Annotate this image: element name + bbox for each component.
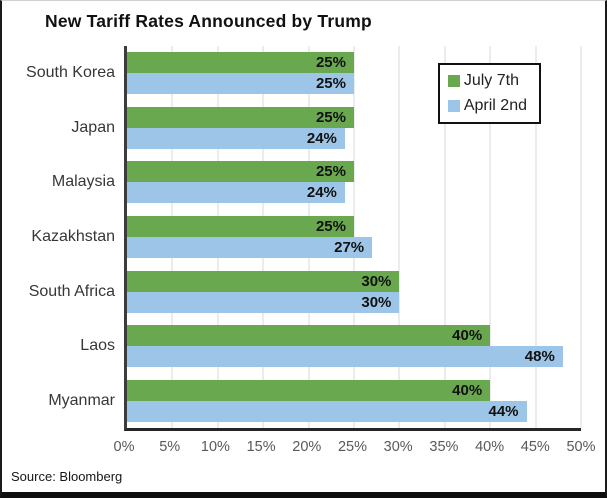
category-label: Myanmar — [48, 391, 115, 409]
bar-july-7th: 25% — [127, 52, 354, 74]
chart-title: New Tariff Rates Announced by Trump — [45, 11, 372, 31]
bar-group: Malaysia 25% 24% — [52, 155, 581, 210]
category-label: South Korea — [26, 64, 115, 82]
value-label: 40% — [452, 381, 483, 399]
legend-label: April 2nd — [463, 97, 527, 114]
legend-swatch-icon — [447, 100, 460, 112]
bar-july-7th: 25% — [127, 216, 354, 238]
x-tick-label: 20% — [292, 439, 322, 455]
value-label: 25% — [315, 54, 346, 72]
legend-item: July 7th — [447, 72, 527, 90]
value-label: 24% — [306, 184, 337, 202]
value-label: 30% — [361, 293, 392, 311]
value-label: 24% — [306, 129, 337, 147]
bar-july-7th: 25% — [127, 161, 354, 183]
value-label: 44% — [488, 402, 519, 420]
bar-july-7th: 40% — [127, 325, 491, 347]
x-tick-label: 5% — [159, 439, 181, 455]
bar-group: Laos 40% 48% — [80, 319, 581, 374]
legend-swatch-icon — [447, 75, 460, 87]
value-label: 25% — [315, 163, 346, 181]
gridline — [489, 46, 491, 428]
x-tick-label: 45% — [520, 439, 550, 455]
value-label: 25% — [315, 218, 346, 236]
value-label: 25% — [315, 108, 346, 126]
bar-groups: South Korea 25% 25% Japan 25% 24% Malaysia 25% 2… — [26, 46, 581, 428]
x-tick-label: 40% — [475, 439, 505, 455]
source-credit: Source: Bloomberg — [11, 469, 123, 484]
value-label: 27% — [334, 239, 365, 257]
legend-item: April 2nd — [447, 97, 527, 115]
category-label: Kazakhstan — [31, 228, 115, 246]
legend: July 7th April 2nd — [437, 63, 541, 124]
bar-group: South Africa 30% 30% — [29, 264, 581, 319]
bar-group: Myanmar 40% 44% — [48, 373, 581, 428]
x-tick-label: 10% — [200, 439, 230, 455]
bar-april-2nd: 44% — [127, 400, 527, 422]
category-label: Malaysia — [51, 173, 115, 191]
value-label: 30% — [361, 272, 392, 290]
bar-april-2nd: 24% — [127, 182, 345, 204]
gridline — [444, 46, 446, 428]
gridline — [353, 46, 355, 428]
category-label: South Africa — [28, 282, 115, 300]
x-tick-label: 25% — [337, 439, 368, 455]
x-tick-label: 50% — [566, 439, 596, 455]
x-tick-label: 0% — [113, 439, 135, 455]
bar-april-2nd: 30% — [127, 291, 400, 313]
value-label: 40% — [452, 327, 483, 345]
value-label: 25% — [315, 75, 346, 93]
gridline — [398, 46, 400, 428]
bar-july-7th: 30% — [127, 270, 400, 292]
value-label: 48% — [524, 348, 555, 366]
gridline — [535, 46, 537, 428]
x-tick-label: 15% — [246, 439, 276, 455]
plot-area: South Korea 25% 25% Japan 25% 24% Malaysia 25% 2… — [26, 46, 582, 431]
x-tick-label: 35% — [429, 439, 459, 455]
legend-label: July 7th — [463, 72, 519, 89]
x-tick-label: 30% — [383, 439, 413, 455]
bar-july-7th: 40% — [127, 379, 491, 401]
bar-group: South Korea 25% 25% — [26, 46, 581, 101]
gridline — [580, 46, 582, 428]
bar-april-2nd: 27% — [127, 237, 373, 259]
bar-group: Kazakhstan 25% 27% — [31, 210, 581, 265]
category-label: Laos — [80, 337, 115, 355]
bar-group: Japan 25% 24% — [71, 101, 581, 156]
bar-april-2nd: 24% — [127, 127, 345, 149]
bar-april-2nd: 48% — [127, 346, 563, 368]
x-axis: 0% 5% 10% 15% 20% 25% 30% 35% 40% 45% 50% — [114, 439, 596, 461]
bar-april-2nd: 25% — [127, 73, 354, 95]
category-label: Japan — [71, 118, 115, 136]
bar-july-7th: 25% — [127, 106, 354, 128]
